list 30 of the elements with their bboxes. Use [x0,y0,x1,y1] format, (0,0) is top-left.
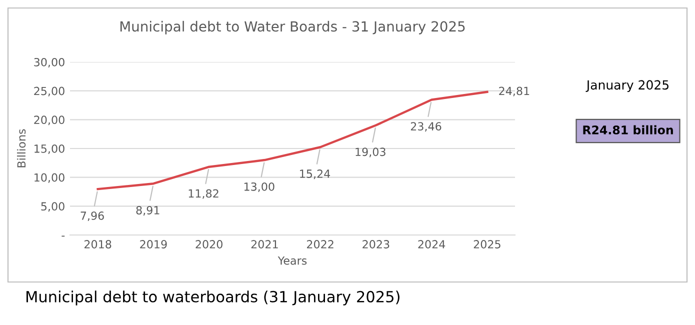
y-tick-label: 30,00 [34,58,64,68]
x-tick-label: 2025 [474,240,500,248]
data-label: 24,81 [499,86,530,96]
text: Municipal debt to waterboards (31 January 2025) [26,290,400,306]
y-axis-title: Billions [17,129,26,168]
text: R24.81 billion [583,125,673,134]
chart-title: Municipal debt to Water Boards - 31 January 2025 [120,20,465,34]
x-tick-label: 2024 [418,240,446,248]
data-label: 23,46 [410,122,442,132]
y-tick-label: 10,00 [34,173,64,183]
x-tick-label: 2022 [306,240,334,248]
data-label: 11,82 [188,189,218,199]
y-tick-label: 15,00 [34,144,64,154]
data-label: 19,03 [356,148,386,158]
x-tick-label: 2021 [251,240,278,248]
line-series [96,90,488,190]
y-tick-label: 5,00 [41,202,64,212]
text: January 2025 [586,80,668,92]
data-label: 7,96 [80,212,104,222]
x-tick-label: 2018 [84,240,112,248]
x-tick-label: 2023 [362,240,390,248]
y-tick-label: - [62,236,65,237]
y-tick-label: 25,00 [34,86,64,96]
y-tick-label: 20,00 [34,116,64,126]
x-tick-label: 2019 [140,240,167,248]
data-label: 15,24 [300,170,330,180]
x-tick-label: 2020 [196,240,222,248]
x-axis-title: Years [278,256,307,265]
data-label: 13,00 [244,182,274,192]
data-label: 8,91 [136,206,160,216]
